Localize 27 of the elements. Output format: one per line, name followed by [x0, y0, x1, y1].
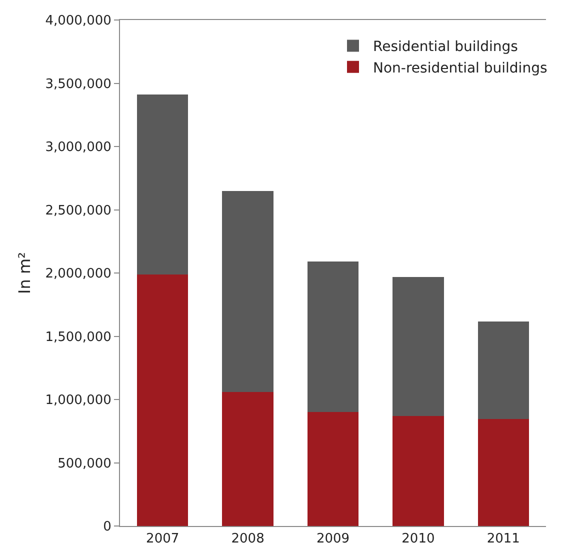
y-tick-label: 2,000,000	[45, 266, 112, 282]
bar	[222, 392, 274, 526]
bar	[307, 412, 359, 526]
bar	[222, 190, 274, 392]
bar	[392, 276, 444, 416]
y-tick-label: 1,500,000	[45, 330, 112, 345]
bar	[478, 322, 529, 420]
y-tick-label: 0	[103, 520, 112, 535]
x-tick-label: 2010	[402, 532, 435, 547]
x-tick-label: 2008	[231, 532, 264, 547]
bar	[137, 274, 188, 526]
bar	[137, 94, 188, 274]
y-tick-label: 3,500,000	[45, 76, 112, 92]
y-tick-label: 4,000,000	[45, 14, 112, 29]
y-axis-title: In m²	[15, 252, 34, 294]
bar	[392, 416, 444, 526]
y-tick-label: 3,000,000	[45, 140, 112, 156]
bar	[307, 262, 359, 412]
x-tick-label: 2009	[316, 532, 350, 547]
x-tick-label: 2007	[146, 532, 180, 547]
y-tick-label: 2,500,000	[45, 203, 112, 218]
x-tick-label: 2011	[486, 532, 520, 547]
legend-label: Non-residential buildings	[373, 60, 548, 76]
bar	[478, 419, 529, 526]
y-tick-label: 1,000,000	[45, 393, 112, 408]
legend-label: Residential buildings	[373, 39, 518, 56]
y-tick-label: 500,000	[58, 456, 112, 472]
